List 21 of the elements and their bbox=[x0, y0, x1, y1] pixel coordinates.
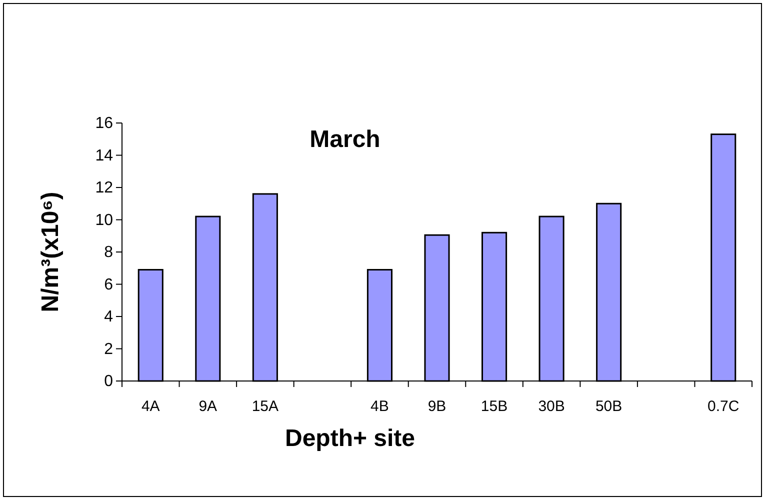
x-tick-label: 4B bbox=[370, 398, 389, 415]
y-tick-label: 2 bbox=[104, 340, 114, 358]
x-tick-label: 0.7C bbox=[708, 398, 740, 415]
chart-title: March bbox=[310, 126, 380, 153]
x-tick-label: 4A bbox=[141, 398, 160, 415]
y-tick-label: 16 bbox=[95, 115, 114, 132]
x-tick-label: 50B bbox=[595, 398, 622, 415]
x-tick-label: 9B bbox=[428, 398, 446, 415]
y-tick-label: 6 bbox=[104, 276, 114, 294]
y-tick-label: 10 bbox=[95, 212, 114, 229]
y-axis-title: N/m³(x10⁶) bbox=[37, 192, 64, 312]
y-tick-label: 14 bbox=[95, 147, 114, 164]
y-tick-label: 12 bbox=[95, 180, 114, 197]
y-tick-label: 4 bbox=[104, 308, 114, 326]
x-tick-label: 15A bbox=[252, 398, 279, 415]
x-tick-label: 30B bbox=[538, 398, 565, 415]
y-tick-label: 0 bbox=[104, 373, 114, 390]
x-tick-label: 9A bbox=[198, 398, 218, 415]
x-axis-title: Depth+ site bbox=[284, 425, 416, 452]
y-tick-label: 8 bbox=[104, 244, 114, 262]
x-tick-label: 15B bbox=[480, 398, 508, 415]
